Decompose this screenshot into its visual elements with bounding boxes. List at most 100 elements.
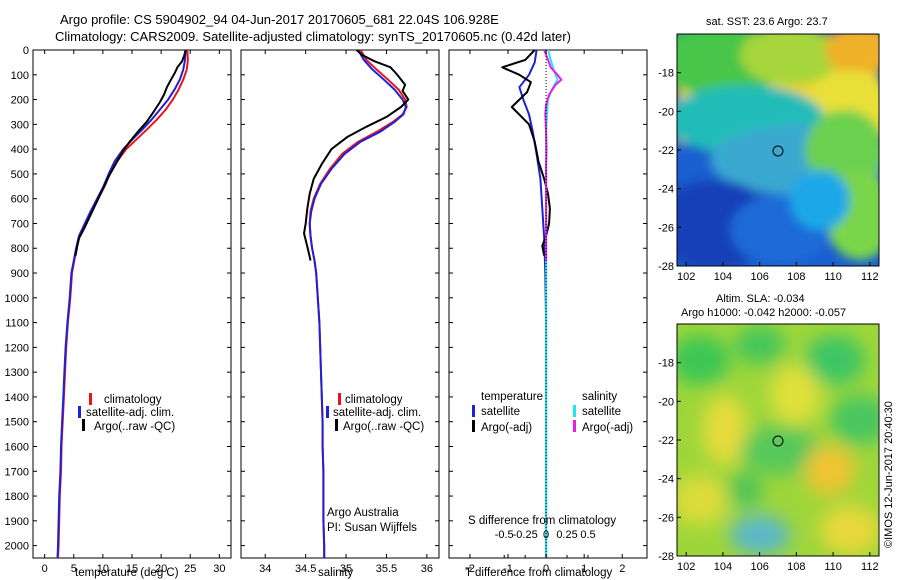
pressure-tick-label: 1400: [5, 392, 29, 404]
map-y-tick-label: -24: [658, 474, 674, 486]
pressure-tick-label: 1900: [5, 516, 29, 528]
pressure-tick-label: 300: [11, 119, 29, 131]
figure-title-line1: Argo profile: CS 5904902_94 04-Jun-2017 …: [60, 12, 499, 27]
pressure-tick-label: 600: [11, 194, 29, 206]
pi-note: PI: Susan Wijffels: [327, 522, 417, 534]
temperature-legend: climatology satellite-adj. clim. Argo(..…: [78, 393, 175, 433]
map-x-tick-label: 102: [677, 271, 695, 283]
difference-legend: temperature salinity satellite satellite…: [472, 391, 633, 434]
map-y-tick-label: -18: [658, 68, 674, 80]
legend-label-satellite: satellite-adj. clim.: [86, 407, 174, 419]
legend-label-sal-argo: Argo(-adj): [582, 422, 633, 434]
pressure-axis: 0 100 200 300 400 500 600 700 800 900 1000 1100 1200…: [5, 45, 647, 553]
x-tick-label: 25: [184, 563, 196, 575]
series-line-satellite-adj-clim-: [56, 50, 187, 558]
legend-swatch-satellite: [78, 406, 81, 418]
pressure-tick-label: 400: [11, 144, 29, 156]
salinity-x-axis: 34 34.5 35 35.5 36: [259, 50, 433, 575]
series-line-temperature-satellite: [518, 50, 548, 558]
legend-swatch-argo: [335, 419, 338, 431]
map-x-tick-label: 106: [750, 271, 768, 283]
map-x-tick-label: 112: [861, 561, 879, 573]
x-tick-label: 30: [213, 563, 225, 575]
sst-map-title: sat. SST: 23.6 Argo: 23.7: [706, 16, 828, 28]
map-x-tick-label: 102: [677, 561, 695, 573]
map-x-tick-label: 110: [824, 271, 842, 283]
difference-series-group: [501, 50, 563, 558]
series-line-argo-raw-qc-: [74, 50, 187, 256]
s-tick-label: 0: [543, 529, 549, 541]
series-line-climatology: [57, 50, 189, 558]
pressure-tick-label: 1500: [5, 417, 29, 429]
map-y-tick-label: -28: [658, 261, 674, 273]
sla-heatmap: [677, 324, 879, 556]
legend-label-temp-satellite: satellite: [481, 406, 520, 418]
legend-swatch-climatology: [338, 393, 341, 405]
pressure-tick-label: 200: [11, 95, 29, 107]
x-tick-label: -1: [503, 563, 513, 575]
argo-position-marker-sst: [772, 145, 784, 157]
s-tick-label: -0.5: [495, 529, 514, 541]
pressure-tick-label: 100: [11, 70, 29, 82]
argo-australia-note: Argo Australia: [327, 507, 399, 519]
salinity-legend: climatology satellite-adj. clim. Argo(..…: [326, 393, 424, 433]
series-line-satellite-adj-clim-: [308, 50, 407, 558]
legend-heading-temperature: temperature: [481, 391, 543, 403]
map-x-tick-label: 112: [861, 271, 879, 283]
sst-heatmap: [677, 34, 879, 266]
x-tick-label: 35: [340, 563, 352, 575]
temperature-panel-frame: [32, 49, 232, 559]
map-y-tick-label: -20: [658, 106, 674, 118]
t-difference-axis-label: T difference from climatology: [465, 567, 612, 579]
pressure-tick-label: 1800: [5, 491, 29, 503]
series-line-argo-raw-qc-: [303, 50, 410, 261]
sst-map-axes: 102 104 106 108 110 112 -18 -20 -22 -24 -26 -28: [658, 68, 878, 283]
x-tick-label: 20: [155, 563, 167, 575]
x-tick-label: 10: [97, 563, 109, 575]
legend-swatch-argo: [82, 419, 85, 431]
x-tick-label: 0: [42, 563, 48, 575]
temperature-series-group: [56, 50, 189, 558]
sla-map-axes: 102 104 106 108 110 112 -18 -20 -22 -24 -26 -28: [658, 358, 878, 573]
x-tick-label: 34: [259, 563, 271, 575]
series-line-temperature-argo-adj-: [501, 50, 551, 256]
pressure-tick-label: 1100: [5, 318, 29, 330]
map-y-tick-label: -22: [658, 435, 674, 447]
pressure-tick-label: 1600: [5, 441, 29, 453]
legend-label-argo: Argo(..raw -QC): [343, 421, 424, 433]
map-y-tick-label: -22: [658, 145, 674, 157]
legend-label-temp-argo: Argo(-adj): [481, 422, 532, 434]
x-tick-label: 34.5: [295, 563, 316, 575]
sla-map-title: Altim. SLA: -0.034: [716, 293, 805, 305]
pressure-tick-label: 1200: [5, 342, 29, 354]
credit-stamp: ©IMOS 12-Jun-2017 20:40:30: [883, 401, 895, 548]
map-x-tick-label: 108: [787, 561, 805, 573]
figure-title-line2: Climatology: CARS2009. Satellite-adjuste…: [55, 29, 571, 44]
temperature-x-axis: 0 5 10 15 20 25 30: [42, 50, 225, 575]
legend-swatch-temp-argo: [472, 420, 475, 432]
legend-heading-salinity: salinity: [582, 391, 617, 403]
map-x-tick-label: 106: [750, 561, 768, 573]
pressure-tick-label: 1700: [5, 466, 29, 478]
series-line-salinity-argo-adj-: [543, 50, 563, 261]
pressure-tick-label: 1300: [5, 367, 29, 379]
series-line-salinity-satellite: [545, 50, 559, 558]
legend-swatch-climatology: [89, 393, 92, 405]
map-y-tick-label: -26: [658, 222, 674, 234]
legend-label-climatology: climatology: [104, 394, 162, 406]
argo-position-marker-sla: [772, 435, 784, 447]
map-x-tick-label: 104: [714, 271, 732, 283]
salinity-axis-label: salinity: [318, 567, 353, 579]
x-tick-label: 1: [581, 563, 587, 575]
legend-swatch-sal-argo: [573, 420, 576, 432]
difference-panel-frame: [448, 49, 648, 559]
salinity-panel-frame: [240, 49, 440, 559]
x-tick-label: 5: [71, 563, 77, 575]
s-tick-label: 0.5: [580, 529, 595, 541]
s-tick-label: -0.25: [513, 529, 538, 541]
map-y-tick-label: -28: [658, 551, 674, 563]
legend-swatch-sal-satellite: [573, 405, 576, 417]
map-x-tick-label: 104: [714, 561, 732, 573]
t-difference-x-axis: -2 -1 0 1 2: [465, 50, 625, 575]
